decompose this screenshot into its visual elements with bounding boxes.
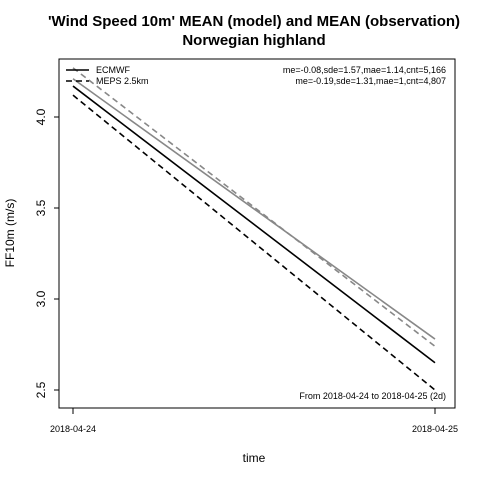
y-axis-label: FF10m (m/s) (3, 199, 17, 268)
y-axis: 2.5 3.0 3.5 4.0 (34, 108, 60, 398)
period-note: From 2018-04-24 to 2018-04-25 (2d) (299, 391, 446, 401)
y-tick-label: 3.5 (34, 199, 48, 216)
stats-meps: me=-0.19,sde=1.31,mae=1,cnt=4,807 (295, 76, 446, 86)
legend: ECMWF MEPS 2.5km (66, 65, 149, 86)
series-line-ecmwf-model (72, 85, 436, 364)
series-line-ecmwf-observation (72, 78, 436, 340)
stats-ecmwf: me=-0.08,sde=1.57,mae=1.14,cnt=5,166 (283, 65, 446, 75)
y-tick-label: 3.0 (34, 290, 48, 307)
x-tick-label: 2018-04-24 (50, 424, 96, 434)
series-line-meps-2-5km-observation (72, 67, 436, 347)
series-layer (72, 67, 436, 391)
x-axis-label: time (243, 451, 266, 465)
legend-label-ecmwf: ECMWF (96, 65, 130, 75)
x-axis: 2018-04-24 2018-04-25 (50, 408, 458, 434)
chart-subtitle: Norwegian highland (182, 32, 325, 49)
legend-label-meps: MEPS 2.5km (96, 76, 149, 86)
y-tick-label: 2.5 (34, 381, 48, 398)
y-tick-label: 4.0 (34, 108, 48, 125)
x-tick-label: 2018-04-25 (412, 424, 458, 434)
series-line-meps-2-5km-model (72, 94, 436, 391)
chart-title: 'Wind Speed 10m' MEAN (model) and MEAN (… (48, 13, 460, 30)
